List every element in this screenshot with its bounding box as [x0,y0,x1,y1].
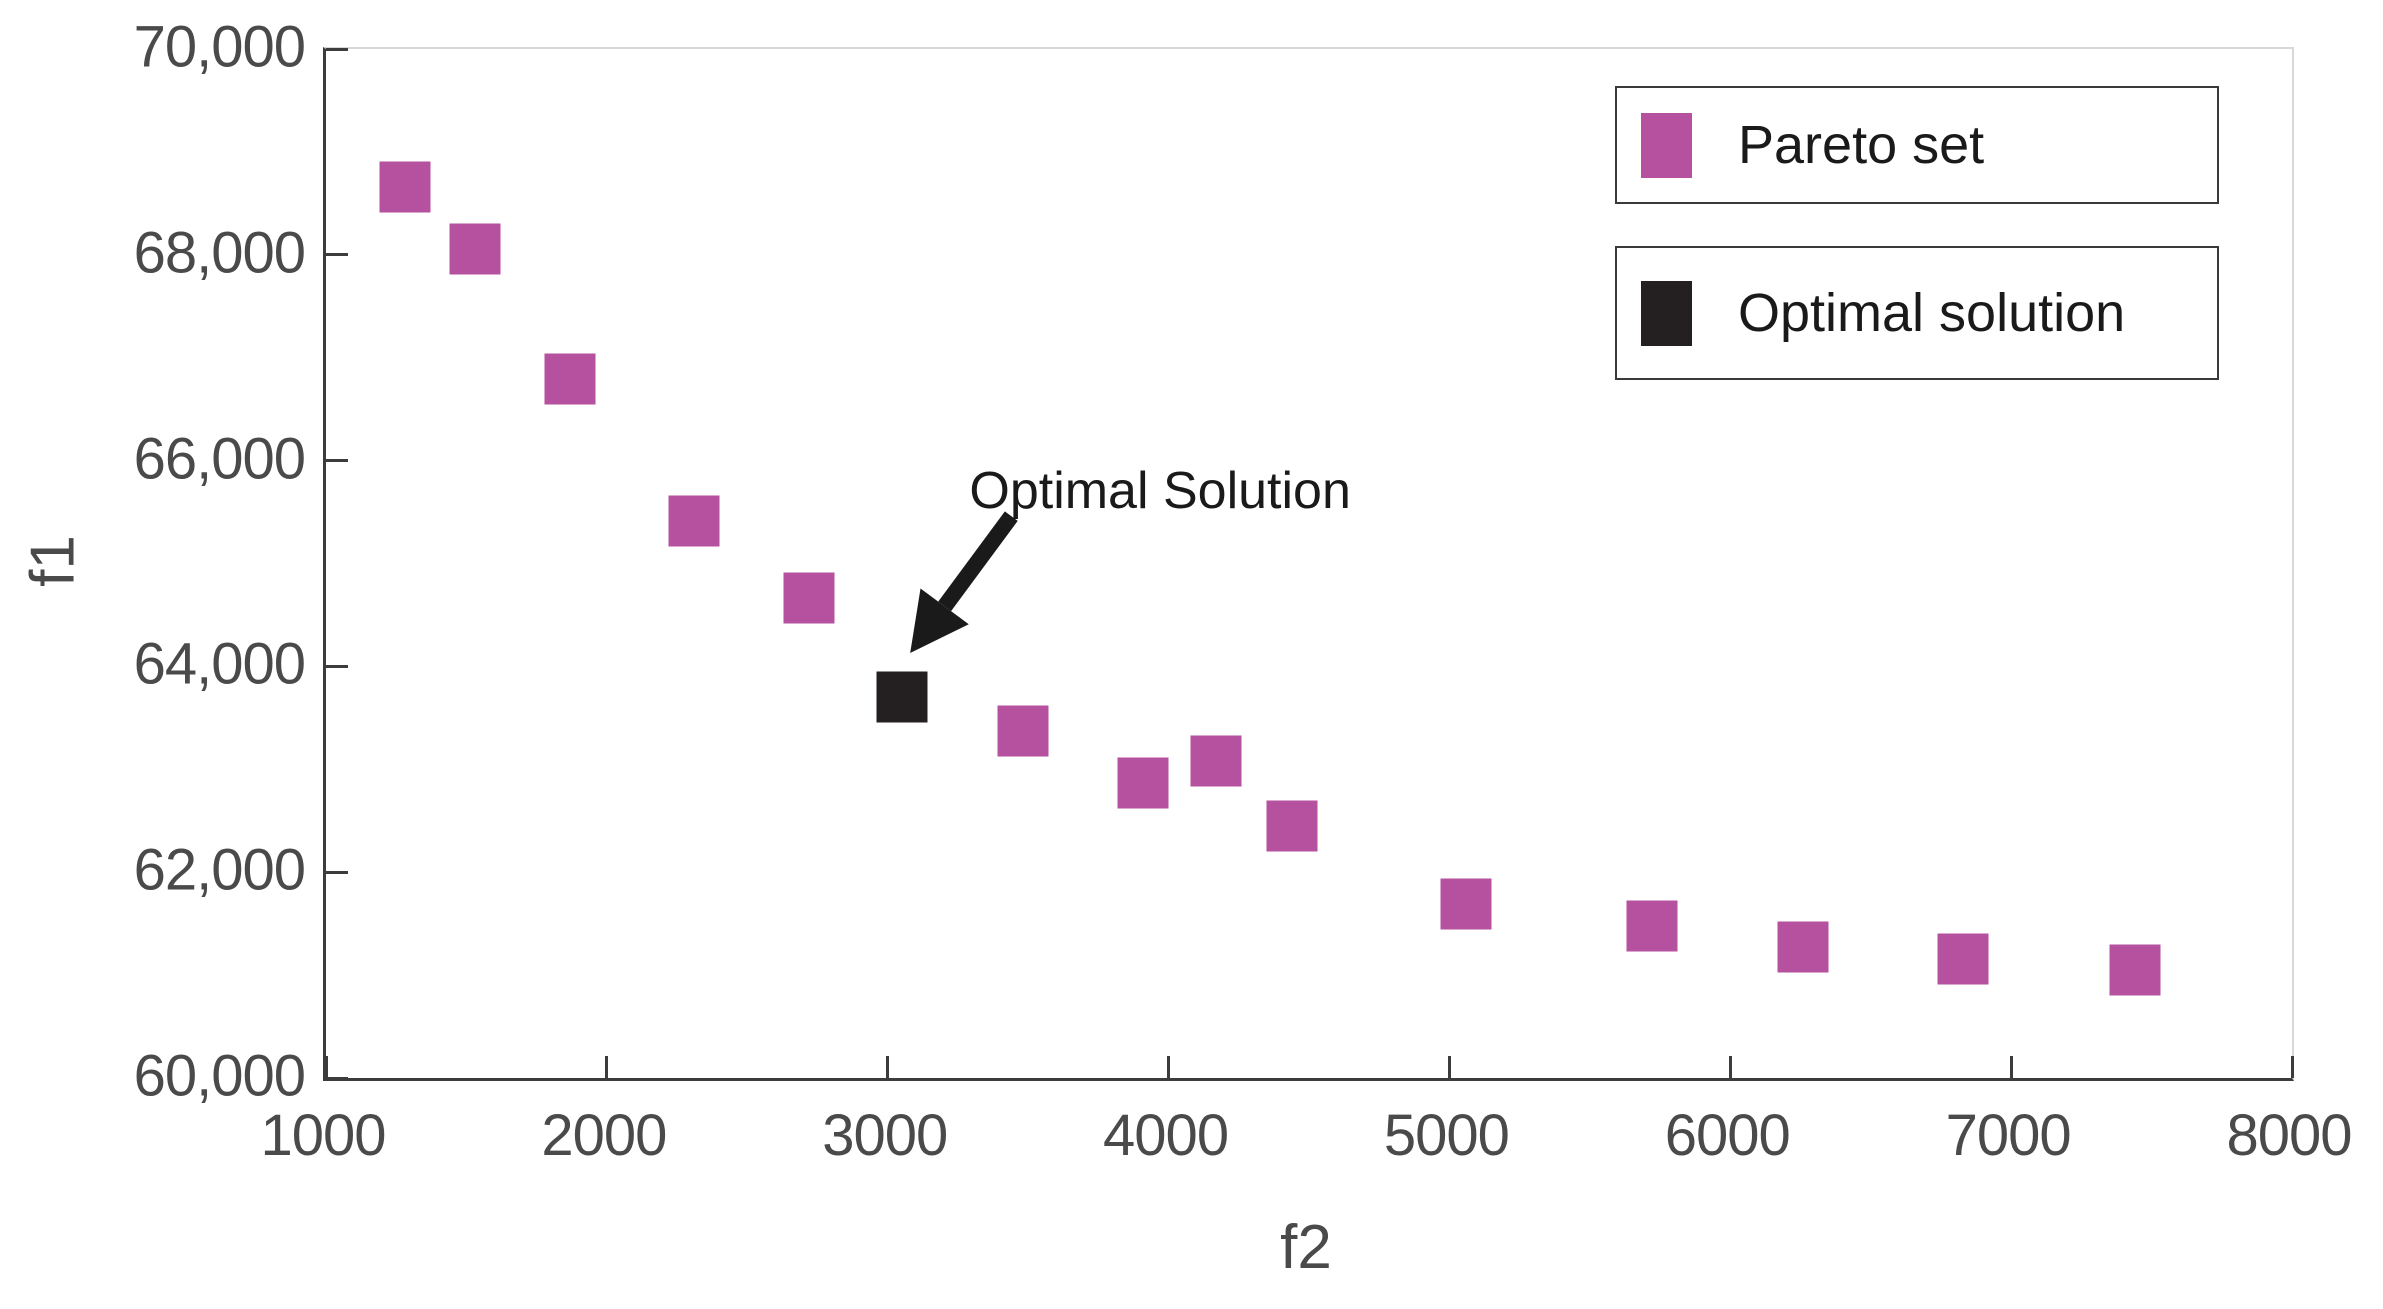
y-tick [326,1076,348,1080]
optimal-solution-point [876,671,928,723]
x-axis-label: f2 [1280,1213,1332,1282]
pareto-point [1440,878,1492,930]
x-tick-label: 1000 [260,1103,386,1168]
x-tick [324,1056,328,1078]
pareto-point [997,705,1049,757]
x-tick-label: 6000 [1664,1103,1791,1168]
pareto-point [783,572,835,624]
x-tick [605,1056,609,1078]
x-tick [886,1056,890,1078]
y-tick [326,870,348,874]
x-tick-label: 8000 [2226,1103,2352,1168]
pareto-point [1190,735,1242,787]
y-tick [326,253,348,257]
pareto-point [1937,933,1989,985]
pareto-set-swatch-icon [1641,112,1692,178]
y-tick-label: 64,000 [133,631,306,697]
x-tick [2290,1056,2294,1078]
y-tick-label: 62,000 [133,837,306,903]
pareto-point [449,223,501,275]
pareto-point [668,495,720,547]
x-tick-label: 4000 [1103,1103,1229,1168]
y-tick-label: 66,000 [133,426,306,492]
optimal-solution-annotation: Optimal Solution [969,462,1351,521]
pareto-point [379,161,431,213]
plot-area: Optimal Solution [323,47,2294,1081]
y-axis-label: f1 [18,535,88,587]
legend-label-pareto-set: Pareto set [1738,115,1985,175]
pareto-point [1117,757,1169,809]
pareto-point [2109,944,2161,996]
x-tick-label: 7000 [1945,1103,2072,1168]
x-tick-label: 2000 [541,1103,667,1168]
y-tick [326,664,348,668]
y-tick-label: 60,000 [133,1043,306,1109]
y-tick [326,459,348,463]
optimal-solution-swatch-icon [1641,280,1692,346]
y-tick-label: 70,000 [133,14,306,80]
pareto-point [544,353,596,405]
legend-label-optimal-solution: Optimal solution [1738,283,2126,343]
y-tick-label: 68,000 [133,220,306,286]
x-tick [1447,1056,1451,1078]
x-tick [1728,1056,1732,1078]
y-tick [326,47,348,51]
x-tick-label: 5000 [1383,1103,1510,1168]
pareto-point [1626,900,1678,952]
x-tick [2009,1056,2013,1078]
x-tick [1167,1056,1171,1078]
legend-entry-pareto-set: Pareto set [1615,86,2219,204]
x-tick-label: 3000 [822,1103,948,1168]
legend-entry-optimal-solution: Optimal solution [1615,246,2219,380]
pareto-point [1266,800,1318,852]
pareto-point [1777,921,1829,973]
